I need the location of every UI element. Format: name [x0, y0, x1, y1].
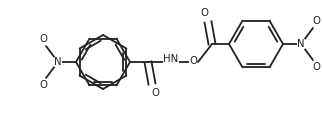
Text: O: O: [312, 62, 320, 72]
Text: HN: HN: [163, 54, 179, 64]
Text: O: O: [200, 8, 208, 18]
Text: O: O: [312, 16, 320, 26]
Text: N: N: [54, 57, 62, 67]
Text: N: N: [297, 39, 305, 49]
Text: O: O: [39, 34, 47, 44]
Text: O: O: [189, 56, 197, 66]
Text: O: O: [151, 88, 159, 98]
Text: O: O: [39, 80, 47, 90]
